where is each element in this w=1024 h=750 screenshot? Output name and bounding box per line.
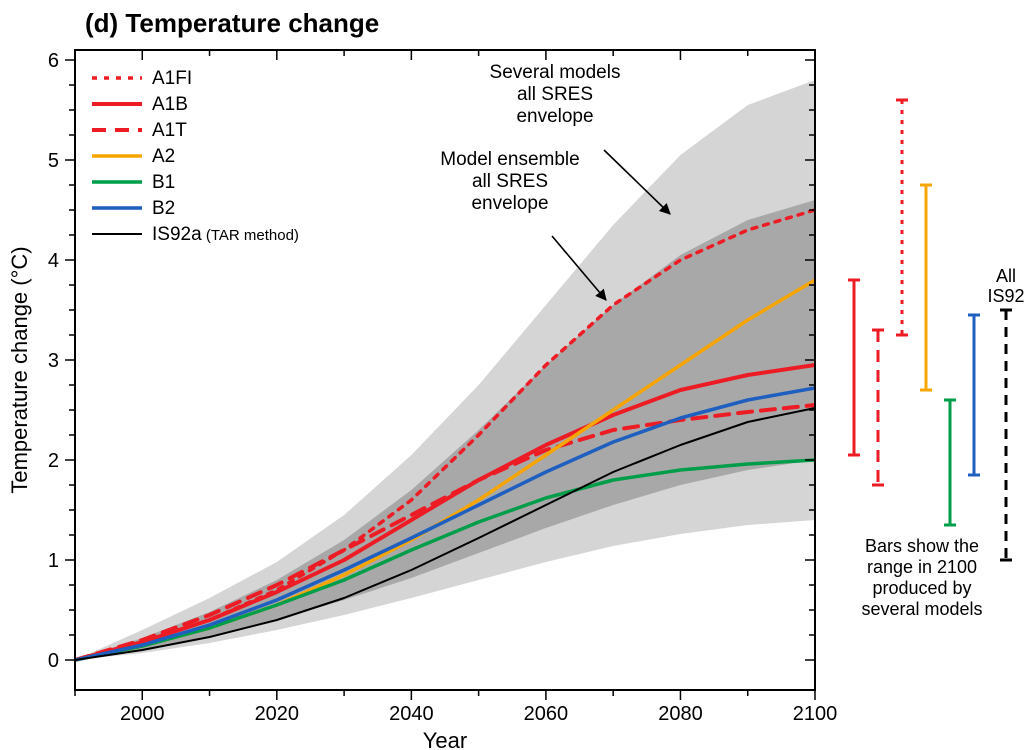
- IS92-range-label: All: [996, 266, 1016, 286]
- y-tick-label: 2: [48, 450, 59, 472]
- y-tick-label: 4: [48, 250, 59, 272]
- x-tick-label: 2000: [120, 703, 165, 725]
- x-tick-label: 2100: [793, 703, 838, 725]
- x-tick-label: 2060: [524, 703, 569, 725]
- y-axis-label: Temperature change (°C): [7, 246, 32, 493]
- y-tick-label: 3: [48, 350, 59, 372]
- model-ensemble-annot-text: all SRES: [472, 171, 548, 192]
- range-bars-caption: produced by: [872, 578, 971, 598]
- range-bars-caption: Bars show the: [865, 536, 979, 556]
- legend-label: IS92a (TAR method): [152, 224, 299, 245]
- y-tick-label: 6: [48, 50, 59, 72]
- chart-container: (d) Temperature change200020202040206020…: [0, 0, 1024, 750]
- temperature-change-chart: (d) Temperature change200020202040206020…: [0, 0, 1024, 750]
- x-tick-label: 2080: [658, 703, 703, 725]
- range-bars-caption: range in 2100: [867, 557, 977, 577]
- IS92-range-label: IS92: [987, 286, 1024, 306]
- x-tick-label: 2040: [389, 703, 434, 725]
- range-bars-caption: several models: [861, 599, 982, 619]
- y-tick-label: 0: [48, 650, 59, 672]
- x-axis-label: Year: [423, 728, 467, 750]
- panel-title: (d) Temperature change: [85, 8, 379, 38]
- legend-label: A2: [152, 146, 175, 167]
- y-tick-label: 1: [48, 550, 59, 572]
- legend-label: A1T: [152, 120, 187, 141]
- several-models-annot-text: all SRES: [517, 84, 593, 105]
- y-tick-label: 5: [48, 150, 59, 172]
- x-tick-label: 2020: [255, 703, 300, 725]
- legend-label: B1: [152, 172, 175, 193]
- legend-label: B2: [152, 198, 175, 219]
- model-ensemble-annot-text: envelope: [471, 193, 548, 214]
- model-ensemble-annot-text: Model ensemble: [440, 149, 579, 170]
- several-models-annot-text: envelope: [516, 106, 593, 127]
- legend-label: A1B: [152, 94, 188, 115]
- legend-label: A1FI: [152, 68, 192, 89]
- several-models-annot-text: Several models: [490, 62, 621, 83]
